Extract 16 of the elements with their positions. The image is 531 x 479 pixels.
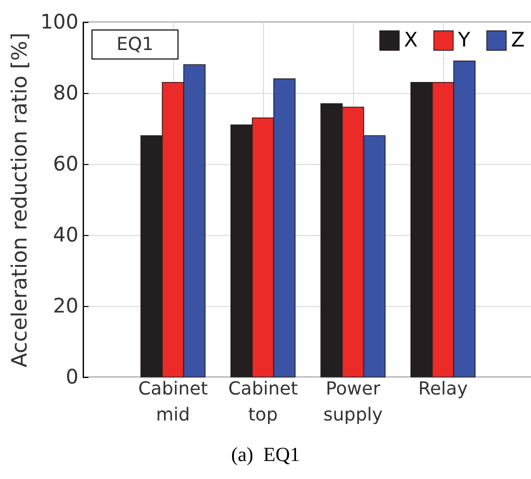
x-tick-label: Relay (418, 378, 468, 400)
y-tick-label: 100 (40, 10, 78, 34)
y-tick-label: 40 (53, 222, 78, 246)
x-tick-label: Cabinet mid (138, 378, 208, 426)
y-axis-title: Acceleration reduction ratio [%] (7, 32, 32, 368)
legend-label: Z (511, 28, 525, 52)
annotation: EQ1 (116, 34, 154, 55)
text: (a) EQ1 (230, 444, 301, 467)
y-tick-label: 60 (53, 152, 78, 176)
y-tick-label: 80 (53, 80, 78, 104)
x-tick-label: Power supply (323, 378, 383, 426)
y-tick-label: 0 (66, 364, 78, 388)
legend-label: Y (457, 28, 471, 52)
x-tick-label: Cabinet top (228, 378, 298, 426)
y-tick-label: 20 (53, 294, 78, 318)
legend-label: X (404, 28, 418, 52)
